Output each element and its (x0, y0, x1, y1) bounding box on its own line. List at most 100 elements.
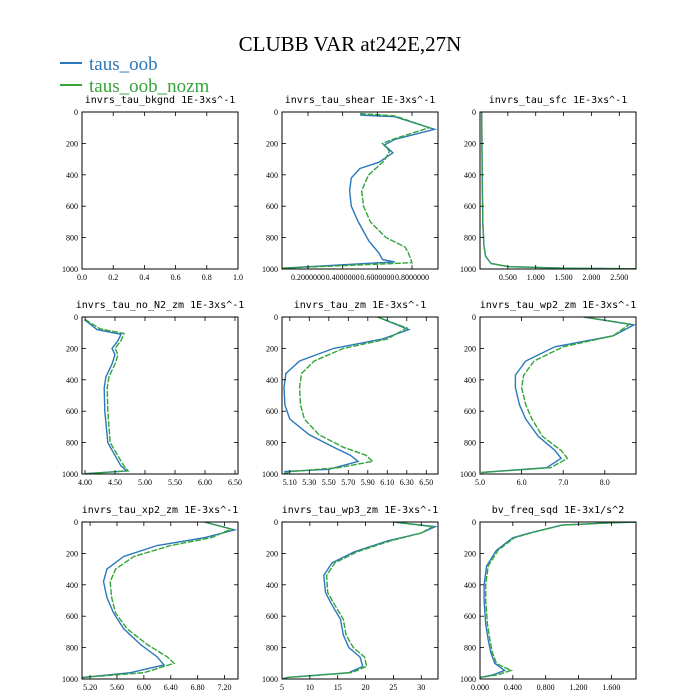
x-tick-label: 6.0 (517, 478, 527, 487)
panel-8: invrs_tau_wp3_zm 1E-3xs^-1 0 200 400 600 800 1… (262, 505, 439, 692)
y-tick-label: 200 (266, 139, 278, 148)
panel-title: invrs_tau_shear 1E-3xs^-1 (285, 95, 436, 106)
y-tick-label: 1000 (62, 265, 78, 274)
x-tick-label: 5.50 (322, 478, 336, 487)
panel-title: invrs_tau_xp2_zm 1E-3xs^-1 (82, 505, 239, 516)
x-tick-label: 5.90 (361, 478, 375, 487)
y-tick-label: 0 (74, 313, 78, 322)
y-tick-label: 0 (274, 313, 278, 322)
y-tick-label: 600 (464, 612, 476, 621)
x-tick-label: 5.60 (110, 683, 124, 692)
y-tick-label: 400 (266, 171, 278, 180)
y-tick-label: 200 (66, 344, 78, 353)
x-tick-label: 6.30 (400, 478, 414, 487)
y-tick-label: 200 (464, 344, 476, 353)
y-tick-label: 800 (66, 234, 78, 243)
panel-6: invrs_tau_wp2_zm 1E-3xs^-1 0 200 400 600 800 1… (460, 300, 637, 487)
x-tick-label: 5.50 (168, 478, 182, 487)
plot-frame (479, 111, 637, 270)
y-tick-label: 200 (66, 139, 78, 148)
x-tick-label: 5.30 (302, 478, 316, 487)
x-tick-label: 6.80 (191, 683, 205, 692)
x-tick-label: 7.20 (218, 683, 232, 692)
y-tick-label: 400 (266, 376, 278, 385)
series-line-taus-oob-nozm (481, 112, 636, 269)
panel-2: invrs_tau_shear 1E-3xs^-1 0 200 400 600 800 10… (262, 95, 439, 282)
y-tick-label: 600 (266, 612, 278, 621)
y-tick-label: 600 (464, 202, 476, 211)
y-tick-label: 1000 (262, 675, 278, 684)
x-tick-label: 5.00 (138, 478, 152, 487)
y-tick-label: 600 (266, 407, 278, 416)
y-tick-label: 800 (464, 439, 476, 448)
x-tick-label: 0.0 (77, 273, 87, 282)
y-tick-label: 600 (66, 202, 78, 211)
y-tick-label: 200 (266, 549, 278, 558)
x-tick-label: 5.10 (283, 478, 297, 487)
x-tick-label: 7.0 (558, 478, 568, 487)
x-tick-label: 8.0 (600, 478, 610, 487)
y-tick-label: 200 (66, 549, 78, 558)
series-line-taus-oob-nozm (480, 522, 636, 679)
y-tick-label: 1000 (62, 675, 78, 684)
x-tick-label: 10 (306, 683, 314, 692)
y-tick-label: 800 (266, 439, 278, 448)
x-tick-label: 1.500 (555, 273, 573, 282)
y-tick-label: 800 (464, 644, 476, 653)
series-line-taus-oob-nozm (284, 317, 409, 474)
y-tick-label: 0 (274, 108, 278, 117)
plot-frame (479, 521, 637, 680)
x-tick-label: 0.000 (471, 683, 489, 692)
x-tick-label: 0.4 (139, 273, 149, 282)
y-tick-label: 800 (66, 644, 78, 653)
x-tick-label: 1.000 (527, 273, 545, 282)
panel-title: invrs_tau_no_N2_zm 1E-3xs^-1 (76, 300, 245, 311)
plot-frame (281, 316, 439, 475)
x-tick-label: 0.8000000 (395, 273, 429, 282)
y-tick-label: 200 (464, 549, 476, 558)
y-tick-label: 800 (266, 234, 278, 243)
y-tick-label: 1000 (262, 265, 278, 274)
plot-frame (81, 316, 239, 475)
x-tick-label: 0.4000000 (326, 273, 360, 282)
panel-5: invrs_tau_zm 1E-3xs^-1 0 200 400 600 800 1000 5… (262, 300, 439, 487)
x-tick-label: 1.0 (233, 273, 243, 282)
y-tick-label: 800 (66, 439, 78, 448)
x-tick-label: 6.50 (228, 478, 242, 487)
x-tick-label: 0.2 (108, 273, 118, 282)
panel-title: invrs_tau_sfc 1E-3xs^-1 (489, 95, 627, 106)
y-tick-label: 1000 (460, 265, 476, 274)
panel-title: bv_freq_sqd 1E-3x1/s^2 (492, 505, 624, 516)
plot-frame (81, 521, 239, 680)
y-tick-label: 200 (266, 344, 278, 353)
y-tick-label: 600 (266, 202, 278, 211)
panel-9: bv_freq_sqd 1E-3x1/s^2020040060080010000… (460, 505, 637, 692)
x-tick-label: 0.400 (504, 683, 522, 692)
y-tick-label: 1000 (262, 470, 278, 479)
x-tick-label: 0.500 (499, 273, 517, 282)
x-tick-label: 6.10 (380, 478, 394, 487)
x-tick-label: 4.50 (108, 478, 122, 487)
x-tick-label: 1.600 (602, 683, 620, 692)
panel-7: invrs_tau_xp2_zm 1E-3xs^-1 0 200 400 600 800 1… (62, 505, 239, 692)
series-line-taus-oob-nozm (82, 522, 234, 679)
series-line-taus-oob-nozm (481, 317, 632, 474)
panel-1: invrs_tau_bkgnd 1E-3xs^-1 0 200 400 600 800 10… (62, 95, 243, 282)
y-tick-label: 400 (66, 376, 78, 385)
series-line-taus-oob (481, 317, 636, 474)
x-tick-label: 5.20 (83, 683, 97, 692)
y-tick-label: 400 (266, 581, 278, 590)
y-tick-label: 400 (66, 581, 78, 590)
series-line-taus-oob (282, 522, 438, 679)
y-tick-label: 400 (464, 581, 476, 590)
y-tick-label: 400 (464, 376, 476, 385)
y-tick-label: 0 (472, 313, 476, 322)
panel-3: invrs_tau_sfc 1E-3xs^-1 0 200 400 600 800 1000… (460, 95, 637, 282)
x-tick-label: 6.40 (164, 683, 178, 692)
y-tick-label: 200 (464, 139, 476, 148)
x-tick-label: 5 (280, 683, 284, 692)
x-tick-label: 5.70 (341, 478, 355, 487)
y-tick-label: 1000 (460, 675, 476, 684)
y-tick-label: 400 (464, 171, 476, 180)
